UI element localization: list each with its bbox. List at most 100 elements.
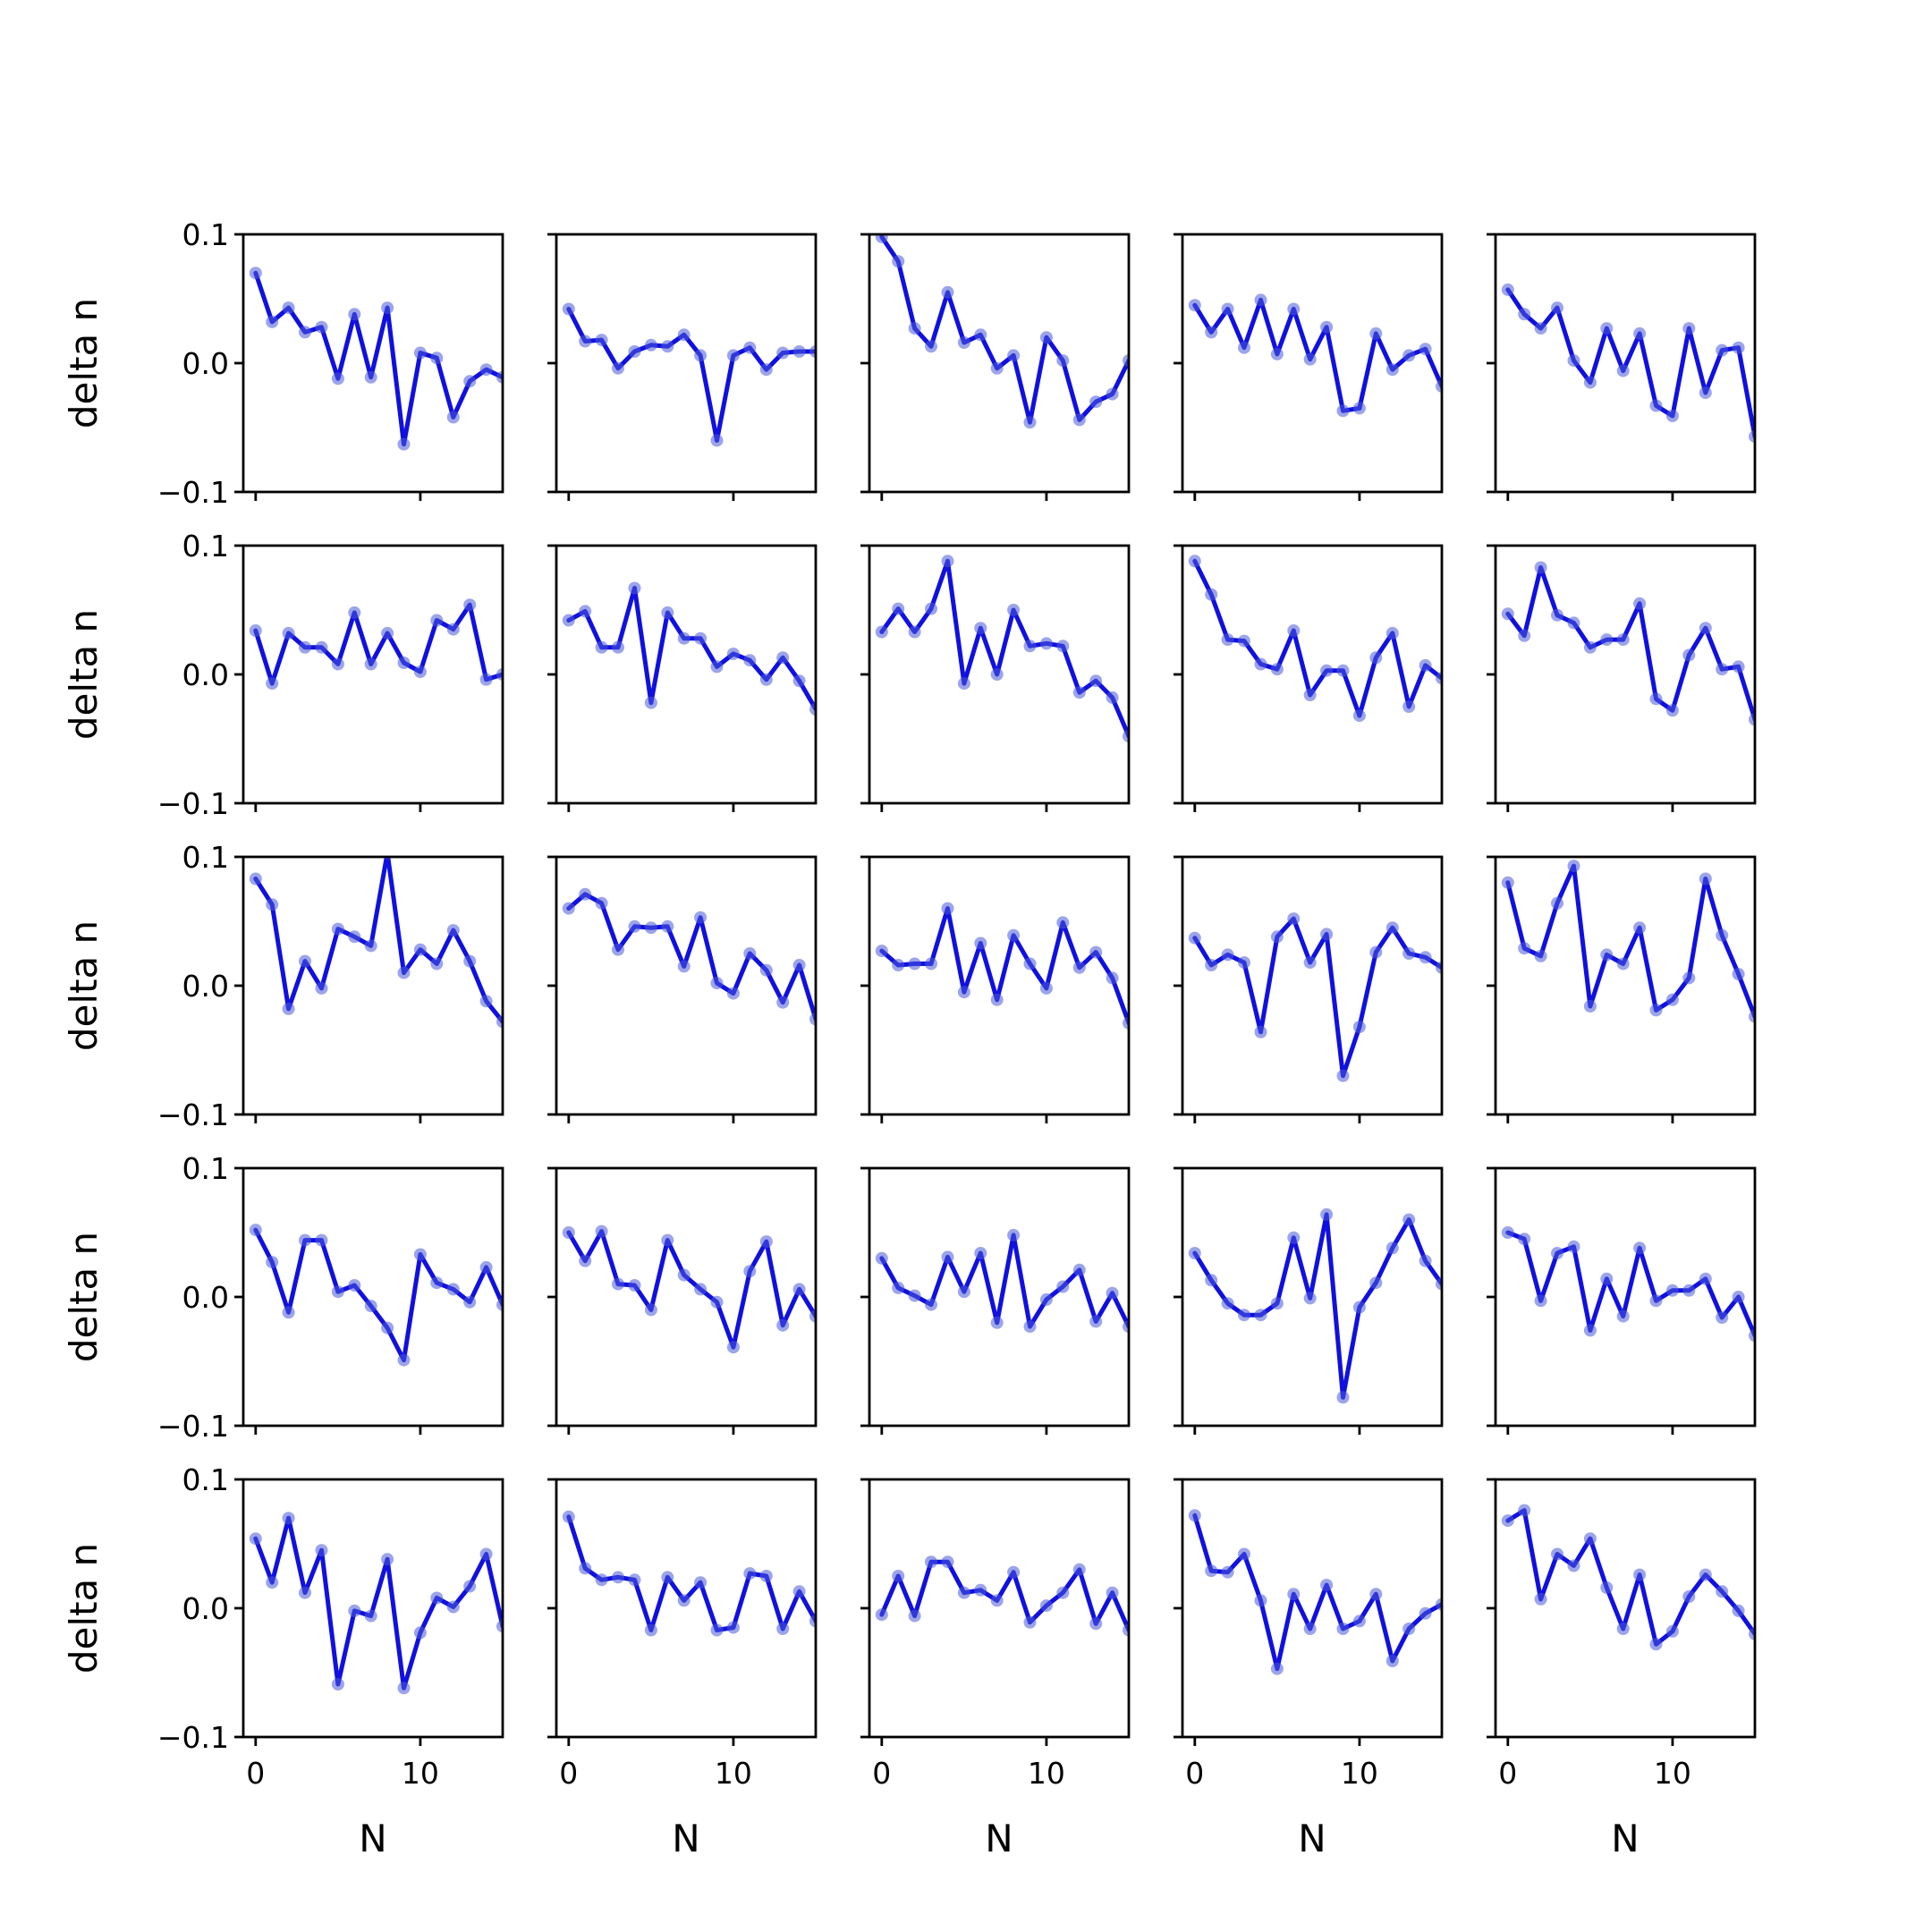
data-point — [792, 1585, 806, 1598]
data-point — [1716, 928, 1729, 942]
data-point — [266, 1576, 279, 1589]
plot-area — [1188, 555, 1442, 723]
data-point — [496, 1298, 503, 1311]
data-point — [579, 1562, 592, 1575]
plot-area — [1501, 561, 1755, 726]
data-point — [1221, 948, 1234, 962]
data-point — [266, 315, 279, 328]
data-point — [413, 665, 427, 679]
data-point — [1336, 1391, 1350, 1404]
data-point — [1369, 945, 1383, 959]
data-point — [1056, 640, 1070, 653]
data-point — [1254, 1025, 1267, 1038]
data-point — [1682, 971, 1696, 985]
data-point — [315, 640, 328, 654]
data-point — [430, 957, 444, 970]
data-point — [759, 1235, 773, 1249]
axes-frame — [1494, 1166, 1757, 1428]
data-point — [710, 660, 724, 674]
series-line — [1192, 916, 1442, 1079]
axes-frame — [1494, 855, 1757, 1116]
data-point — [1007, 604, 1021, 616]
data-point — [1123, 1016, 1129, 1030]
data-point — [1402, 700, 1416, 713]
data-point — [875, 625, 888, 639]
data-point — [1436, 1597, 1442, 1611]
data-point — [1072, 961, 1086, 974]
series-line — [879, 234, 1129, 425]
axes-frame — [555, 855, 818, 1116]
data-point — [628, 345, 641, 358]
data-point — [249, 624, 262, 637]
data-point — [694, 631, 708, 645]
data-point — [364, 370, 377, 384]
data-point — [413, 346, 427, 360]
data-point — [562, 1510, 575, 1523]
data-point — [677, 631, 691, 645]
data-point — [1749, 430, 1755, 444]
plot-area — [1188, 1509, 1442, 1675]
data-point — [1039, 981, 1053, 995]
data-point — [1682, 648, 1696, 662]
data-point — [892, 602, 905, 615]
data-point — [1336, 664, 1350, 677]
data-point — [1369, 1588, 1383, 1601]
data-point — [1023, 1320, 1037, 1334]
series-line — [1505, 863, 1755, 1020]
data-point — [941, 285, 954, 299]
data-point — [1649, 1638, 1663, 1651]
y-tick-label: 0.1 — [182, 1151, 229, 1186]
data-point — [957, 1285, 970, 1299]
data-point — [612, 943, 624, 956]
series-line — [1505, 565, 1755, 722]
data-point — [397, 437, 411, 451]
data-point — [1205, 326, 1218, 339]
panel-r2-c1: −0.1 0.0 0.1 delta n — [62, 529, 504, 821]
y-axis-label: delta n — [62, 1232, 106, 1362]
data-point — [1089, 674, 1103, 688]
data-point — [743, 654, 757, 667]
x-tick-label: 0 — [559, 1756, 578, 1791]
data-point — [1023, 957, 1037, 970]
data-point — [266, 677, 279, 691]
data-point — [364, 939, 377, 953]
y-tick-label: 0.1 — [182, 1462, 229, 1497]
data-point — [759, 673, 773, 686]
data-point — [331, 922, 344, 936]
y-axis-label: delta n — [62, 298, 106, 428]
data-point — [892, 255, 905, 268]
data-point — [1749, 1329, 1755, 1343]
data-point — [990, 1594, 1004, 1607]
data-point — [1385, 1655, 1399, 1667]
data-point — [1106, 387, 1119, 401]
data-point — [1699, 1272, 1712, 1285]
data-point — [1501, 283, 1514, 296]
data-point — [1238, 341, 1250, 354]
data-point — [595, 1224, 608, 1238]
data-point — [1287, 1231, 1301, 1244]
data-point — [1534, 1294, 1547, 1308]
data-point — [1567, 1240, 1580, 1253]
series-line — [253, 1227, 503, 1363]
plot-area — [1188, 293, 1442, 418]
data-point — [1649, 399, 1663, 412]
data-point — [1534, 1592, 1547, 1606]
data-point — [496, 1015, 503, 1029]
y-tick-label: −0.1 — [157, 1409, 229, 1444]
data-point — [908, 957, 921, 970]
data-point — [743, 1265, 757, 1278]
series-line — [879, 906, 1129, 1026]
data-point — [1501, 1226, 1514, 1239]
data-point — [941, 1250, 954, 1264]
data-point — [331, 372, 344, 386]
data-point — [1732, 341, 1745, 354]
data-point — [1402, 1213, 1416, 1226]
data-point — [1123, 1320, 1129, 1334]
axes-frame — [555, 233, 818, 494]
data-point — [1633, 1568, 1647, 1581]
data-point — [1600, 1581, 1614, 1594]
data-point — [726, 987, 740, 1000]
panel-r2-c3 — [860, 544, 1131, 812]
data-point — [1649, 692, 1663, 706]
data-point — [875, 945, 888, 958]
